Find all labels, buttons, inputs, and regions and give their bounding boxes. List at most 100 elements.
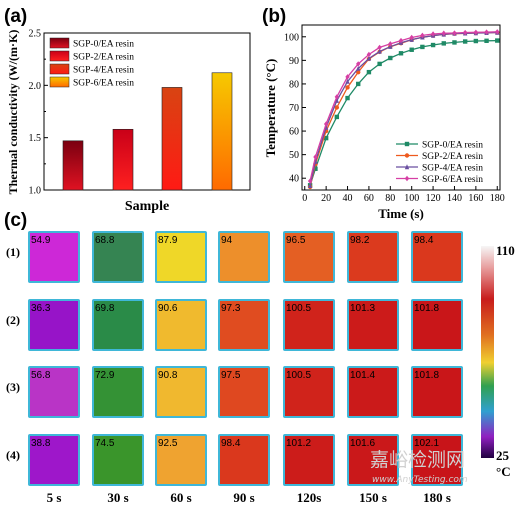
cell-fill xyxy=(30,301,78,349)
data-point xyxy=(345,95,350,101)
legend-label-a: SGP-6/EA resin xyxy=(73,79,134,89)
cell-fill xyxy=(413,233,461,281)
cell-fill xyxy=(349,233,397,281)
data-point xyxy=(409,34,414,41)
cell-value: 90.8 xyxy=(158,370,178,381)
data-point xyxy=(307,178,313,184)
series-4 xyxy=(307,29,500,184)
watermark-text: 嘉峪检测网 xyxy=(370,449,465,471)
x-tick-label-b: 20 xyxy=(321,193,331,204)
column-label: 150 s xyxy=(359,490,387,505)
bar-chart-panel-a: 1.0 1.5 2.0 2.5 SGP-0/EA resin SGP-2/EA resi… xyxy=(6,29,251,214)
thermal-cell: 101.6 xyxy=(347,434,399,486)
cell-fill xyxy=(285,233,333,281)
cell-fill xyxy=(30,368,78,416)
data-point xyxy=(313,166,318,171)
data-point xyxy=(398,51,404,56)
cell-fill xyxy=(220,436,268,484)
legend-label-a: SGP-2/EA resin xyxy=(73,53,134,63)
data-point xyxy=(356,81,361,87)
legend-swatch-a xyxy=(49,76,70,88)
legend-label-b: SGP-6/EA resin xyxy=(422,175,483,185)
x-tick-label-b: 100 xyxy=(404,193,419,204)
column-label: 60 s xyxy=(170,490,191,505)
data-point xyxy=(473,29,479,36)
data-point xyxy=(388,55,393,61)
data-point xyxy=(366,51,372,58)
data-point xyxy=(452,40,457,45)
y-tick-label-a: 1.5 xyxy=(29,133,42,144)
data-point xyxy=(366,69,372,75)
thermal-image-grid: (1) (2) (3) (4) 54.9 68.8 87.9 94 96.5 98.2 98.4 3… xyxy=(6,231,515,505)
bar-3 xyxy=(161,87,183,191)
data-point xyxy=(484,38,489,43)
x-tick-label-b: 180 xyxy=(490,193,505,204)
cell-fill xyxy=(94,301,142,349)
legend-label-b: SGP-4/EA resin xyxy=(422,164,483,174)
bar-2 xyxy=(112,128,134,191)
row-label: (2) xyxy=(6,313,20,327)
data-point xyxy=(452,30,457,36)
cell-fill xyxy=(285,436,333,484)
cell-value: 98.2 xyxy=(350,235,370,246)
data-point xyxy=(398,37,404,44)
x-axis-title-a: Sample xyxy=(125,199,169,214)
y-tick-label-b: 90 xyxy=(289,56,299,67)
thermal-cell: 72.9 xyxy=(92,366,144,418)
cell-value: 54.9 xyxy=(31,235,51,246)
cell-fill xyxy=(413,436,461,484)
cell-value: 100.5 xyxy=(286,303,311,314)
y-tick-label-b: 100 xyxy=(284,32,299,43)
column-label: 30 s xyxy=(107,490,128,505)
thermal-cell: 90.6 xyxy=(155,299,207,351)
data-point xyxy=(334,105,340,110)
data-point xyxy=(430,31,436,37)
cell-fill xyxy=(349,436,397,484)
legend-swatch-a xyxy=(49,50,70,62)
legend-swatch-a xyxy=(49,37,70,49)
cell-value: 101.6 xyxy=(350,438,375,449)
thermal-cell: 102.1 xyxy=(411,434,463,486)
line-chart-panel-b: 0 20 40 60 80 100 120 140 160 180 40 50 60 70 80 90 100… xyxy=(263,24,505,221)
data-point xyxy=(307,182,313,188)
data-point xyxy=(334,97,340,103)
y-tick-label-b: 80 xyxy=(289,79,299,90)
data-point xyxy=(441,30,446,36)
data-point xyxy=(388,41,393,47)
y-tick-label-b: 70 xyxy=(289,103,299,114)
cell-value: 101.3 xyxy=(350,303,375,314)
y-axis-title-b: Temperature (°C) xyxy=(263,59,278,158)
data-point xyxy=(495,29,500,35)
data-point xyxy=(409,47,414,52)
cell-value: 98.4 xyxy=(221,438,241,449)
cell-value: 72.9 xyxy=(95,370,115,381)
y-axis-title-a: Thermal conductivity (W/(m·K) xyxy=(6,30,20,195)
x-tick-label-b: 0 xyxy=(302,193,307,204)
colorbar-max-label: 110 xyxy=(496,243,515,258)
thermal-cell: 56.8 xyxy=(28,366,80,418)
data-point xyxy=(420,44,425,50)
legend-marker-b xyxy=(404,141,410,147)
y-tick-label-b: 50 xyxy=(289,150,299,161)
x-tick-label-b: 80 xyxy=(385,193,395,204)
thermal-cell: 98.4 xyxy=(411,231,463,283)
data-point xyxy=(366,55,372,61)
colorbar-unit-label: °C xyxy=(496,464,511,479)
cell-fill xyxy=(94,368,142,416)
y-tick-label-a: 2.0 xyxy=(29,81,42,92)
data-point xyxy=(462,29,468,36)
panel-label-a: (a) xyxy=(4,6,27,27)
legend-marker-b xyxy=(404,164,410,170)
x-tick-label-b: 140 xyxy=(447,193,462,204)
cell-fill xyxy=(94,233,142,281)
data-point xyxy=(356,69,361,75)
y-tick-label-a: 2.5 xyxy=(29,29,42,40)
y-tick-label-a: 1.0 xyxy=(29,186,42,197)
panel-label-c: (c) xyxy=(4,210,27,231)
cell-fill xyxy=(285,301,333,349)
cell-value: 101.8 xyxy=(414,303,439,314)
data-point xyxy=(462,39,468,44)
cell-value: 38.8 xyxy=(31,438,51,449)
legend-swatch-a xyxy=(49,63,70,75)
cell-value: 97.5 xyxy=(221,370,241,381)
